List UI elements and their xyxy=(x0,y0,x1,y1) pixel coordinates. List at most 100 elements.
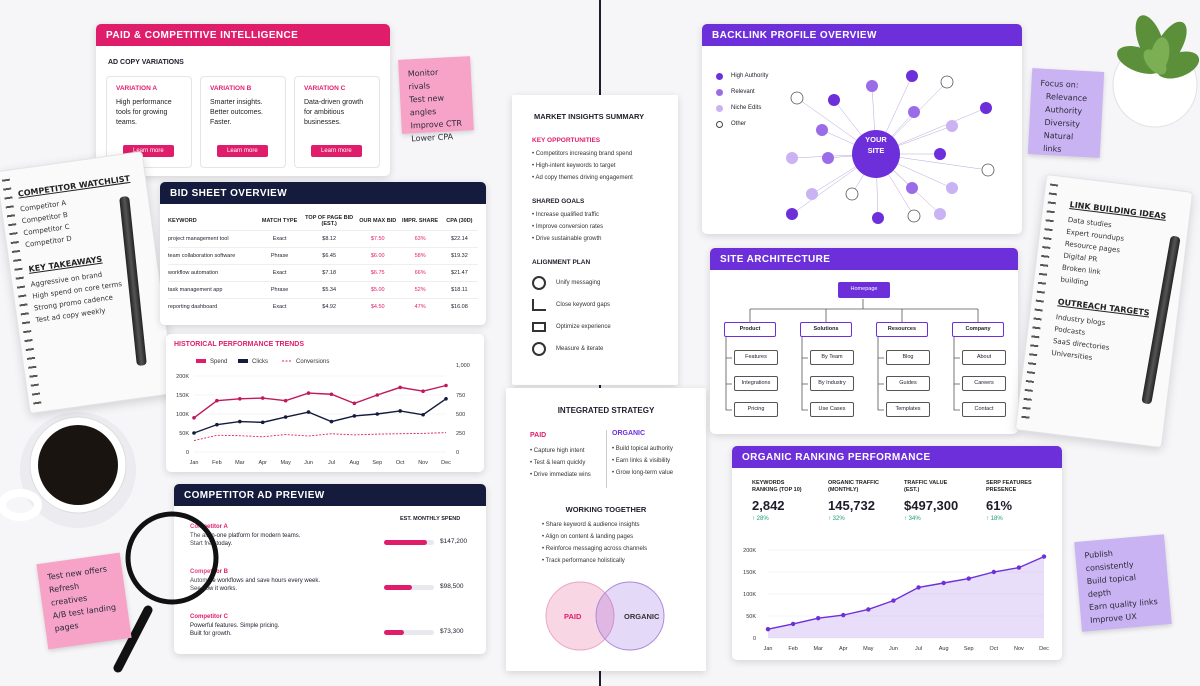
x-tick-label: Nov xyxy=(1014,646,1024,652)
network-node-high xyxy=(786,208,798,220)
metric-value: 2,842 xyxy=(752,498,785,513)
architecture-child-node[interactable]: Templates xyxy=(886,402,930,417)
y2-tick-label: 750 xyxy=(456,393,465,399)
x-tick-label: Sep xyxy=(372,460,382,466)
x-tick-label: Feb xyxy=(212,460,221,466)
architecture-child-node[interactable]: By Industry xyxy=(810,376,854,391)
paid-organic-venn xyxy=(545,581,665,651)
metric-change: ↑ 18% xyxy=(986,516,1003,522)
table-cell: $7.18 xyxy=(322,269,337,276)
metric-change: ↑ 32% xyxy=(828,516,845,522)
architecture-child-node[interactable]: About xyxy=(962,350,1006,365)
competitor-ad-item[interactable]: Competitor A The all-in-one platform for … xyxy=(190,524,480,566)
architecture-child-node[interactable]: Careers xyxy=(962,376,1006,391)
architecture-branch-node[interactable]: Product xyxy=(724,322,776,337)
metric-value: 61% xyxy=(986,498,1013,513)
plan-item: Close keyword gaps xyxy=(556,302,611,308)
organic-ranking-title: ORGANIC RANKING PERFORMANCE xyxy=(732,446,1062,468)
variation-c-learn-more-button[interactable]: Learn more xyxy=(311,145,362,157)
variation-b-learn-more-button[interactable]: Learn more xyxy=(217,145,268,157)
y-tick-label: 200K xyxy=(743,548,756,554)
metric-change: ↑ 34% xyxy=(904,516,921,522)
data-point xyxy=(238,397,242,401)
table-row[interactable]: workflow automation Exact $7.18 $6.75 66% $21… xyxy=(168,264,478,281)
organic-item: Earn links & visibility xyxy=(612,455,673,467)
architecture-branch-node[interactable]: Solutions xyxy=(800,322,852,337)
architecture-child-node[interactable]: By Team xyxy=(810,350,854,365)
opportunities-title: KEY OPPORTUNITIES xyxy=(532,137,601,144)
data-point xyxy=(815,616,821,621)
bid-sheet-title: BID SHEET OVERVIEW xyxy=(160,182,486,204)
architecture-child-node[interactable]: Integrations xyxy=(734,376,778,391)
table-row[interactable]: task management app Phrase $5.34 $5.00 52% $1… xyxy=(168,281,478,298)
network-node-high xyxy=(934,148,946,160)
goal-item: Drive sustainable growth xyxy=(532,233,633,245)
y-tick-label: 150K xyxy=(176,393,189,399)
network-node-relevant xyxy=(908,106,920,118)
ad-copy-subtitle: AD COPY VARIATIONS xyxy=(108,59,184,66)
data-point xyxy=(260,420,265,425)
table-row[interactable]: reporting dashboard Exact $4.92 $4.50 47% $16… xyxy=(168,298,478,315)
architecture-child-node[interactable]: Features xyxy=(734,350,778,365)
network-node-other xyxy=(845,187,859,201)
network-node-niche xyxy=(934,208,946,220)
metric-label: SERP FEATURES xyxy=(986,480,1032,486)
architecture-child-node[interactable]: Contact xyxy=(962,402,1006,417)
together-item: Share keyword & audience insights xyxy=(542,519,647,531)
architecture-root-node[interactable]: Homepage xyxy=(838,282,890,298)
network-node-high xyxy=(828,94,840,106)
competitor-ad-text: See how it works. xyxy=(190,586,238,592)
network-node-niche xyxy=(946,120,958,132)
competitor-ad-item[interactable]: Competitor B Automate workflows and save … xyxy=(190,569,480,611)
y-tick-label: 200K xyxy=(176,374,189,380)
architecture-child-node[interactable]: Pricing xyxy=(734,402,778,417)
column-header: MATCH TYPE xyxy=(261,217,298,224)
data-point xyxy=(790,621,796,627)
competitor-watchlist-notebook: COMPETITOR WATCHLIST Competitor A Compet… xyxy=(0,150,177,415)
data-point xyxy=(192,431,196,435)
alignment-plan-title: ALIGNMENT PLAN xyxy=(532,259,591,266)
architecture-branch-node[interactable]: Company xyxy=(952,322,1004,337)
spend-bar-fill xyxy=(384,540,427,545)
variation-b-title: VARIATION B xyxy=(210,85,252,92)
table-row[interactable]: project management tool Exact $8.12 $7.50 63… xyxy=(168,230,478,247)
architecture-branch-node[interactable]: Resources xyxy=(876,322,928,337)
spend-bar-track xyxy=(384,630,434,635)
table-row[interactable]: team collaboration software Phrase $6.45 $6… xyxy=(168,247,478,264)
opportunity-item: Competitors increasing brand spend xyxy=(532,148,633,160)
area-fill xyxy=(768,556,1044,638)
architecture-child-node[interactable]: Use Cases xyxy=(810,402,854,417)
table-cell: 58% xyxy=(414,252,426,259)
your-site-node xyxy=(852,130,900,178)
metric-label: RANKING (TOP 10) xyxy=(752,487,802,493)
sticky-note-creative-tests: Test new offers Refresh creatives A/B te… xyxy=(36,552,132,650)
opportunity-item: High-intent keywords to target xyxy=(532,160,633,172)
x-tick-label: Nov xyxy=(418,460,428,466)
working-together-title: WORKING TOGETHER xyxy=(565,505,647,514)
goal-item: Improve conversion rates xyxy=(532,221,633,233)
paid-intelligence-card: PAID & COMPETITIVE INTELLIGENCE AD COPY … xyxy=(96,24,390,176)
plant-decoration xyxy=(1100,0,1200,130)
architecture-child-node[interactable]: Blog xyxy=(886,350,930,365)
network-node-high xyxy=(872,212,884,224)
variation-a-text: High performance tools for growing teams… xyxy=(116,99,172,126)
competitor-ad-item[interactable]: Competitor C Powerful features. Simple pr… xyxy=(190,614,480,654)
legend-label: Spend xyxy=(210,359,227,365)
y-tick-label: 150K xyxy=(743,570,756,576)
legend-niche-dot xyxy=(716,104,723,112)
x-tick-label: Sep xyxy=(964,646,974,652)
competitor-ad-text: Built for growth. xyxy=(190,631,232,637)
variation-a-title: VARIATION A xyxy=(116,85,158,92)
legend-label: Conversions xyxy=(296,359,329,365)
data-point xyxy=(866,607,871,612)
x-tick-label: Jan xyxy=(190,460,199,466)
y-tick-label: 0 xyxy=(753,636,756,642)
data-point xyxy=(1016,565,1022,570)
venn-organic-label: ORGANIC xyxy=(624,612,660,621)
x-tick-label: Jan xyxy=(764,646,773,652)
architecture-child-node[interactable]: Guides xyxy=(886,376,930,391)
table-cell: project management tool xyxy=(168,235,229,242)
data-point xyxy=(991,569,997,575)
table-cell: $22.14 xyxy=(450,235,468,242)
organic-item: Grow long-term value xyxy=(612,467,673,479)
